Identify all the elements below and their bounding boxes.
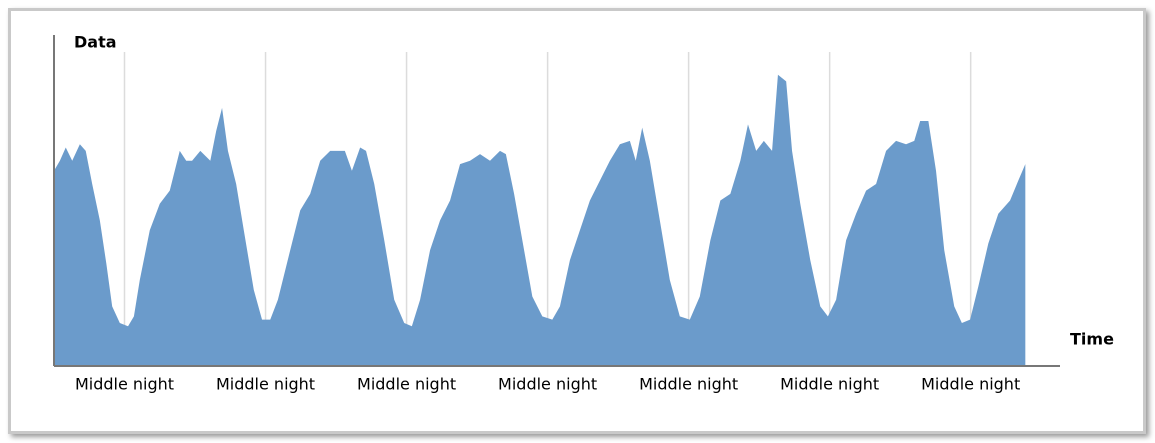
area xyxy=(54,74,1026,366)
x-tick-label: Middle night xyxy=(921,375,1020,394)
x-tick-label: Middle night xyxy=(75,375,174,394)
x-tick-label: Middle night xyxy=(216,375,315,394)
x-tick-label: Middle night xyxy=(639,375,738,394)
x-tick-label: Middle night xyxy=(357,375,456,394)
x-tick-label: Middle night xyxy=(780,375,879,394)
x-axis-title: Time xyxy=(1070,330,1114,349)
y-axis-title: Data xyxy=(74,33,117,52)
x-tick-label: Middle night xyxy=(498,375,597,394)
